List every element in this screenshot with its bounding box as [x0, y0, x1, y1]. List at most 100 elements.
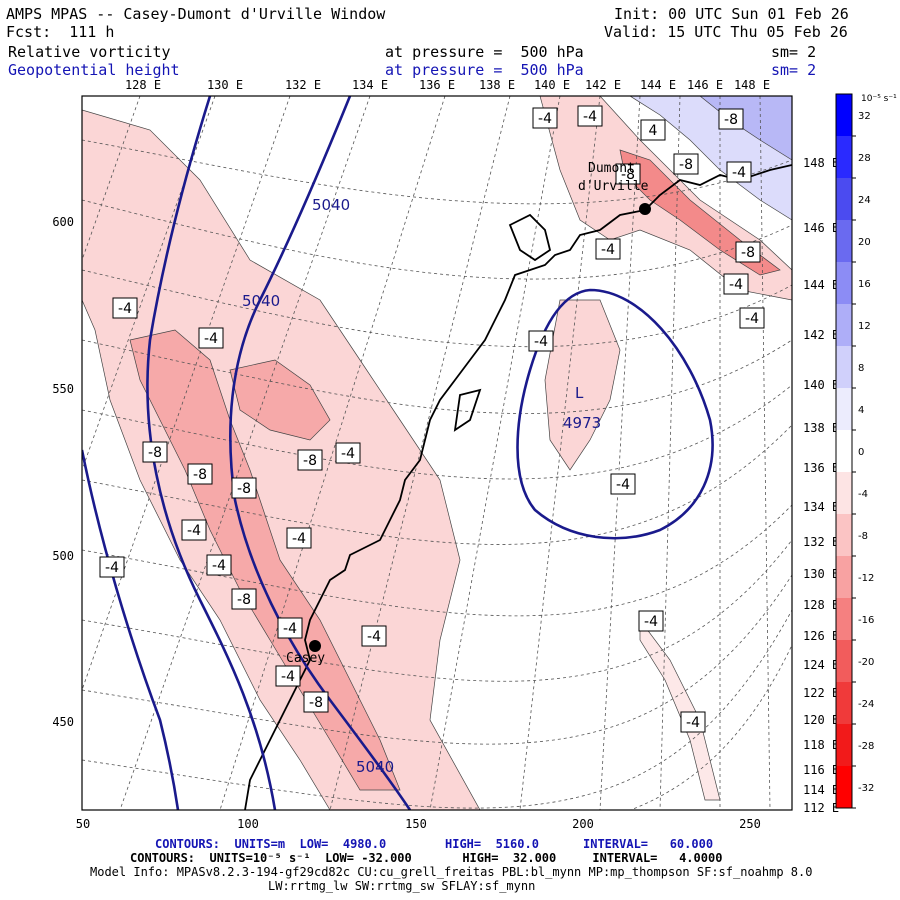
svg-text:-4: -4 [187, 523, 201, 539]
right-axis-label: 144 E [803, 278, 839, 292]
vorticity-contour-label: -4 [286, 527, 312, 549]
vorticity-arc-east [639, 618, 721, 801]
svg-text:-8: -8 [237, 592, 251, 608]
vorticity-contour-label: -4 [532, 107, 558, 129]
vorticity-contour-label: -8 [231, 477, 257, 499]
top-axis-label: 128 E [125, 78, 161, 92]
colorbar-swatch [836, 472, 852, 514]
colorbar-frame [835, 93, 853, 809]
right-axis-label: 120 E [803, 713, 839, 727]
footer-height-contours-b: HIGH= 5160.0 [445, 837, 539, 851]
right-axis-label: 132 E [803, 535, 839, 549]
right-axis-label: 122 E [803, 686, 839, 700]
height-label: 5040 [242, 292, 280, 310]
colorbar-swatch [836, 346, 852, 388]
height-label: 5040 [356, 758, 394, 776]
svg-text:-4: -4 [601, 242, 615, 258]
right-axis-label: 134 E [803, 500, 839, 514]
y-tick-label: 500 [52, 549, 74, 563]
colorbar-swatch [836, 430, 852, 472]
svg-text:-4: -4 [367, 629, 381, 645]
right-axis-label: 130 E [803, 567, 839, 581]
colorbar-swatch [836, 136, 852, 178]
valid-time: Valid: 15 UTC Thu 05 Feb 26 [604, 23, 848, 41]
colorbar-label: -20 [858, 657, 874, 668]
colorbar-label: -32 [858, 783, 874, 794]
right-axis-label: 126 E [803, 629, 839, 643]
svg-text:-4: -4 [538, 111, 552, 127]
vorticity-contour-label: -4 [99, 556, 125, 578]
svg-text:-4: -4 [534, 334, 548, 350]
svg-text:-4: -4 [204, 331, 218, 347]
svg-text:-4: -4 [212, 558, 226, 574]
svg-text:-4: -4 [283, 621, 297, 637]
vorticity-contour-label: -4 [680, 711, 706, 733]
height-label: 5040 [312, 196, 350, 214]
right-axis-labels: 148 E 146 E 144 E 142 E 140 E 138 E 136 E 134 E… [803, 156, 839, 815]
top-axis-label: 146 E [687, 78, 723, 92]
top-axis-label: 142 E [585, 78, 621, 92]
top-axis-label: 144 E [640, 78, 676, 92]
svg-text:-4: -4 [686, 715, 700, 731]
model-title: AMPS MPAS -- Casey-Dumont d'Urville Wind… [6, 5, 386, 23]
svg-text:-4: -4 [583, 109, 597, 125]
vorticity-contour-label: -8 [718, 108, 744, 130]
top-axis-label: 132 E [285, 78, 321, 92]
colorbar-swatch [836, 178, 852, 220]
colorbar-swatch [836, 514, 852, 556]
vorticity-contour-label: -4 [595, 238, 621, 260]
colorbar-label: 0 [858, 447, 864, 458]
vorticity-trough [544, 299, 621, 471]
vorticity-contour-label: -4 [610, 473, 636, 495]
height-labels: 5040 5040 5040 L 4973 [242, 196, 601, 776]
svg-text:-4: -4 [281, 669, 295, 685]
vorticity-contour-label: -4 [638, 610, 664, 632]
colorbar-swatch [836, 262, 852, 304]
vorticity-blob-inland [229, 359, 331, 441]
vorticity-contour-label: -4 [277, 617, 303, 639]
svg-text:-8: -8 [237, 481, 251, 497]
forecast-hour: Fcst: 111 h [6, 23, 115, 41]
colorbar-label: 24 [858, 195, 871, 206]
colorbar-label: -12 [858, 573, 874, 584]
vorticity-contour-label: -4 [198, 327, 224, 349]
vorticity-contour-label: -8 [673, 153, 699, 175]
svg-text:-8: -8 [621, 167, 635, 183]
svg-text:-4: -4 [732, 165, 746, 181]
vorticity-labels: -4 -44-8-4-8-8-8-4-4-4-4-4-4-8-8-8 -4-8-4-… [99, 105, 765, 733]
vorticity-contour-label: -4 [335, 442, 361, 464]
colorbar-swatch [836, 598, 852, 640]
height-contour-west [82, 449, 180, 810]
vorticity-contour-label: -8 [297, 449, 323, 471]
svg-text:-8: -8 [309, 695, 323, 711]
station-label-dumont: Dumont d'Urville [578, 161, 649, 194]
vorticity-shading [82, 96, 792, 810]
field1-smoothing: sm= 2 [771, 43, 817, 61]
right-axis-label: 112 E [803, 801, 839, 815]
height-contour-5040a [146, 96, 277, 810]
graticule [82, 96, 792, 810]
right-axis-label: 118 E [803, 738, 839, 752]
top-axis-label: 134 E [352, 78, 388, 92]
vorticity-contour-label: -4 [528, 330, 554, 352]
right-axis-label: 140 E [803, 378, 839, 392]
vorticity-contour-label: -8 [735, 241, 761, 263]
colorbar-label: 8 [858, 363, 864, 374]
svg-text:-4: -4 [616, 477, 630, 493]
colorbar-label: -28 [858, 741, 874, 752]
colorbar-swatch [836, 556, 852, 598]
footer-physics: LW:rrtmg_lw SW:rrtmg_sw SFLAY:sf_mynn [268, 879, 536, 893]
colorbar-swatch [836, 94, 852, 136]
right-axis-label: 128 E [803, 598, 839, 612]
field2-smoothing: sm= 2 [771, 61, 817, 79]
right-axis-label: 138 E [803, 421, 839, 435]
right-axis-label: 146 E [803, 221, 839, 235]
y-tick-label: 600 [52, 215, 74, 229]
colorbar-label: 16 [858, 279, 871, 290]
x-tick-labels: 50 100 150 200 250 [76, 817, 761, 831]
right-axis-label: 124 E [803, 658, 839, 672]
top-axis-label: 138 E [479, 78, 515, 92]
init-time: Init: 00 UTC Sun 01 Feb 26 [614, 5, 849, 23]
colorbar-swatch [836, 220, 852, 262]
